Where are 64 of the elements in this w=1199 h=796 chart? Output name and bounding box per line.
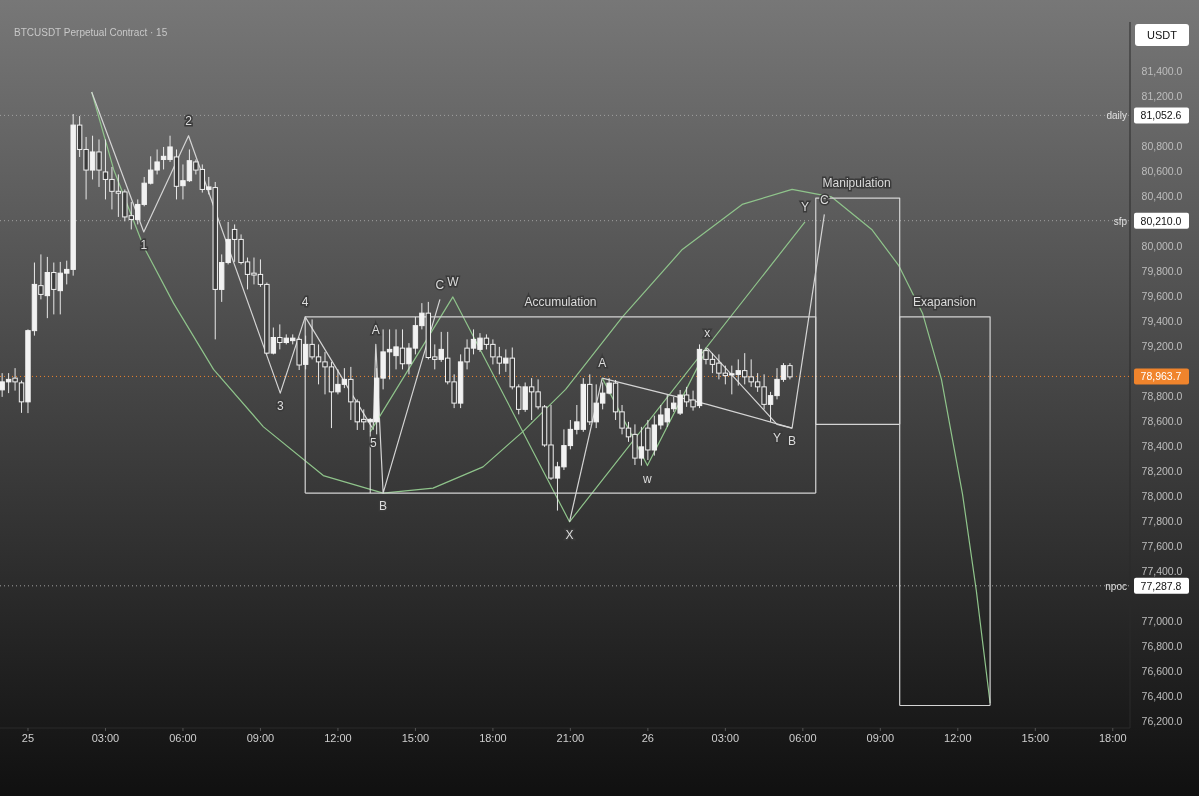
y-tick-label: 77,800.0	[1141, 514, 1183, 527]
annotation: x	[704, 326, 711, 341]
x-tick-label: 06:00	[789, 732, 817, 744]
y-tick-label: 77,000.0	[1141, 614, 1183, 627]
annotation: 1	[140, 238, 148, 253]
x-tick-label: 26	[641, 732, 654, 744]
y-axis-title: USDT	[1147, 29, 1178, 41]
y-tick-label: 80,210.0	[1140, 214, 1182, 227]
y-tick-label: 81,200.0	[1141, 89, 1183, 102]
y-tick-label: 76,400.0	[1141, 689, 1183, 702]
annotation: A	[371, 322, 380, 337]
y-tick-label: 78,200.0	[1141, 464, 1183, 477]
y-tick-label: 76,800.0	[1141, 639, 1183, 652]
y-tick-label: 79,400.0	[1141, 314, 1183, 327]
annotation: Manipulation	[822, 176, 891, 191]
annotation: W	[447, 275, 460, 290]
x-tick-label: 09:00	[246, 732, 275, 744]
y-tick-label: 77,400.0	[1141, 564, 1183, 577]
ref-line-label: sfp	[1113, 215, 1128, 227]
annotation: C	[435, 277, 445, 292]
x-tick-label: 15:00	[1021, 732, 1050, 744]
x-tick-label: 18:00	[479, 732, 507, 744]
y-tick-label: 77,287.8	[1140, 579, 1182, 592]
x-tick-label: 15:00	[401, 732, 430, 744]
annotation: Accumulation	[524, 295, 597, 310]
ref-line-label: npoc	[1105, 580, 1127, 592]
annotation: 2	[185, 113, 193, 128]
x-tick-label: 09:00	[866, 732, 895, 744]
x-tick-label: 03:00	[91, 732, 120, 744]
annotation: w	[642, 471, 653, 486]
annotation: A	[598, 356, 607, 371]
y-tick-label: 79,200.0	[1141, 339, 1183, 352]
annotation: 4	[301, 295, 309, 310]
y-tick-label: 78,600.0	[1141, 414, 1183, 427]
y-tick-label: 78,400.0	[1141, 439, 1183, 452]
y-tick-label: 80,000.0	[1141, 239, 1183, 252]
y-tick-label: 76,200.0	[1141, 714, 1183, 727]
y-tick-label: 79,800.0	[1141, 264, 1183, 277]
y-tick-label: 78,963.7	[1140, 370, 1182, 383]
x-tick-label: 06:00	[169, 732, 197, 744]
y-tick-label: 79,600.0	[1141, 289, 1183, 302]
y-tick-label: 80,400.0	[1141, 189, 1183, 202]
y-tick-label: 80,800.0	[1141, 139, 1183, 152]
y-tick-label: 78,800.0	[1141, 389, 1183, 402]
annotation: 3	[276, 399, 284, 414]
x-tick-label: 12:00	[944, 732, 972, 744]
annotation: B	[788, 434, 797, 449]
text: BTCUSDT Perpetual Contract · 15	[14, 27, 168, 38]
y-tick-label: 81,052.6	[1140, 109, 1182, 122]
annotation: Y	[800, 200, 809, 215]
y-tick-label: 81,400.0	[1141, 64, 1183, 77]
annotation: X	[565, 527, 574, 542]
annotation: Y	[773, 430, 782, 445]
x-tick-label: 18:00	[1099, 732, 1127, 744]
y-tick-label: 77,600.0	[1141, 539, 1183, 552]
y-tick-label: 76,600.0	[1141, 664, 1183, 677]
x-tick-label: 12:00	[324, 732, 352, 744]
annotation: B	[379, 499, 388, 514]
x-tick-label: 21:00	[556, 732, 585, 744]
x-tick-label: 25	[21, 732, 35, 744]
x-tick-label: 03:00	[711, 732, 740, 744]
y-tick-label: 80,600.0	[1141, 164, 1183, 177]
y-tick-label: 78,000.0	[1141, 489, 1183, 502]
ref-line-label: daily	[1106, 110, 1127, 122]
